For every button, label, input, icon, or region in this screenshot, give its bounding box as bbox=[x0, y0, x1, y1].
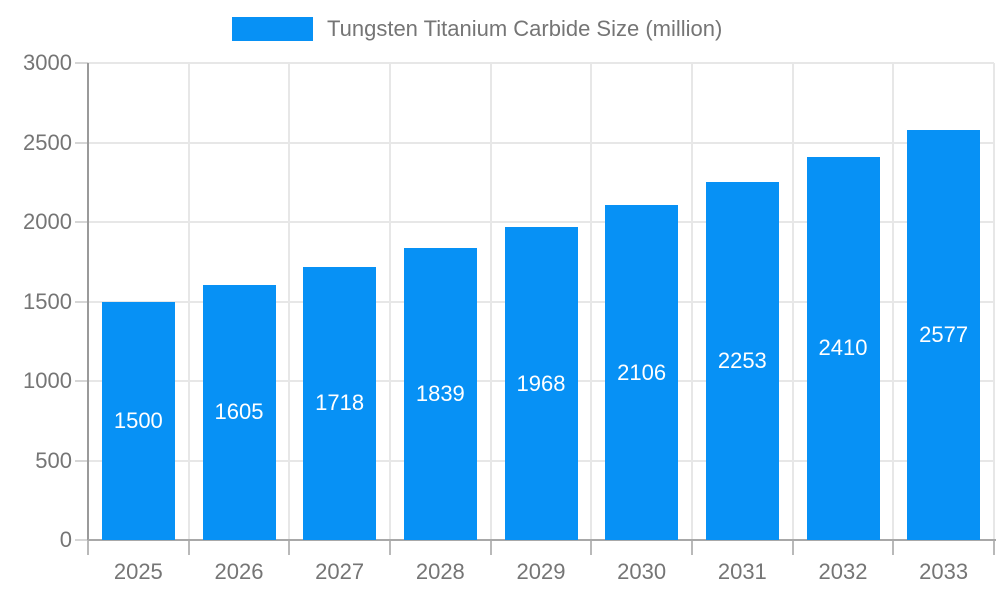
legend-label: Tungsten Titanium Carbide Size (million) bbox=[327, 16, 723, 41]
gridline-horizontal bbox=[88, 141, 994, 144]
gridline-vertical bbox=[993, 63, 995, 540]
x-axis-line bbox=[88, 539, 996, 541]
bar[interactable] bbox=[705, 181, 779, 540]
x-axis-label: 2032 bbox=[818, 559, 868, 584]
y-axis-tick bbox=[75, 62, 88, 64]
bar-value-label: 2106 bbox=[617, 359, 667, 385]
x-axis-tick bbox=[288, 540, 291, 555]
y-axis-tick bbox=[75, 221, 88, 223]
x-axis-tick bbox=[590, 540, 593, 555]
gridline-vertical bbox=[288, 63, 291, 540]
bar[interactable] bbox=[907, 130, 981, 540]
x-axis-label: 2031 bbox=[717, 559, 767, 584]
x-axis-tick bbox=[892, 540, 895, 555]
y-axis-label: 500 bbox=[35, 447, 72, 473]
y-axis-line bbox=[87, 63, 89, 540]
gridline-vertical bbox=[892, 63, 895, 540]
x-axis-label: 2025 bbox=[113, 559, 163, 584]
bar[interactable] bbox=[806, 156, 880, 540]
y-axis-tick bbox=[75, 459, 88, 462]
gridline-horizontal bbox=[88, 62, 994, 64]
bar-value-label: 1605 bbox=[214, 399, 264, 425]
bar-value-label: 1968 bbox=[516, 370, 566, 396]
bar-value-label: 1839 bbox=[415, 380, 465, 406]
x-axis-tick bbox=[87, 540, 89, 555]
x-axis-tick bbox=[187, 540, 190, 555]
y-axis-label: 2000 bbox=[23, 209, 72, 234]
y-axis-tick bbox=[75, 539, 88, 541]
y-axis-label: 2500 bbox=[23, 129, 72, 155]
x-axis-label: 2033 bbox=[919, 559, 969, 584]
y-axis-tick bbox=[75, 300, 88, 303]
y-axis-tick bbox=[75, 380, 88, 382]
y-axis-label: 0 bbox=[59, 527, 72, 552]
y-axis-label: 3000 bbox=[23, 50, 72, 75]
y-axis-tick bbox=[75, 141, 88, 144]
x-axis-tick bbox=[791, 540, 794, 555]
bar-value-label: 1500 bbox=[113, 407, 163, 433]
gridline-horizontal bbox=[88, 221, 994, 223]
gridline-vertical bbox=[389, 63, 391, 540]
gridline-vertical bbox=[590, 63, 593, 540]
x-axis-label: 2026 bbox=[214, 559, 264, 584]
bar[interactable] bbox=[605, 205, 679, 540]
x-axis-tick bbox=[489, 540, 492, 555]
bar[interactable] bbox=[202, 284, 276, 540]
bar[interactable] bbox=[101, 301, 175, 540]
x-axis-label: 2029 bbox=[516, 559, 566, 584]
y-axis-label: 1000 bbox=[23, 368, 72, 393]
bar-value-label: 2410 bbox=[818, 335, 868, 361]
legend-swatch bbox=[232, 17, 313, 41]
y-axis-label: 1500 bbox=[23, 288, 72, 314]
x-axis-label: 2030 bbox=[617, 559, 667, 584]
bar[interactable] bbox=[504, 227, 578, 540]
bar[interactable] bbox=[303, 266, 377, 540]
x-axis-tick bbox=[389, 540, 391, 555]
gridline-vertical bbox=[489, 63, 492, 540]
gridline-vertical bbox=[791, 63, 794, 540]
gridline-vertical bbox=[187, 63, 190, 540]
x-axis-label: 2028 bbox=[415, 559, 465, 584]
legend-item[interactable]: Tungsten Titanium Carbide Size (million) bbox=[232, 16, 722, 42]
bar[interactable] bbox=[403, 247, 477, 540]
x-axis-tick bbox=[993, 540, 995, 555]
gridline-vertical bbox=[691, 63, 693, 540]
x-axis-label: 2027 bbox=[315, 559, 365, 584]
bar-value-label: 2577 bbox=[919, 322, 969, 348]
bar-value-label: 2253 bbox=[717, 347, 767, 373]
x-axis-tick bbox=[691, 540, 693, 555]
bar-value-label: 1718 bbox=[315, 390, 365, 416]
